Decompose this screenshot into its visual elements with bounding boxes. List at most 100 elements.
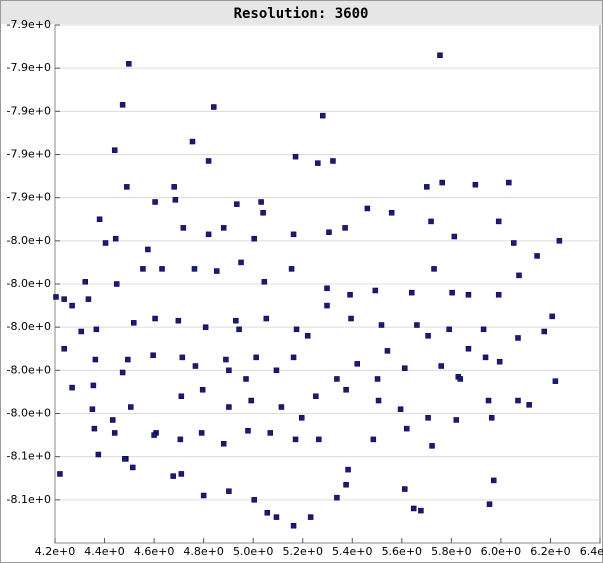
point [220, 225, 227, 231]
point [425, 415, 431, 421]
point [189, 138, 196, 145]
point [78, 328, 85, 335]
point [472, 181, 479, 188]
point [119, 102, 126, 108]
x-tick-label: 4.2e+0 [35, 545, 75, 558]
point [342, 225, 348, 231]
point [549, 313, 555, 320]
point [288, 266, 295, 272]
point [211, 104, 217, 110]
point [223, 356, 229, 363]
point [267, 430, 274, 436]
point [119, 369, 126, 376]
point [145, 246, 151, 253]
point [453, 417, 460, 423]
point [140, 266, 146, 272]
point [258, 199, 264, 205]
point [159, 266, 165, 272]
point [200, 492, 207, 499]
point [556, 238, 563, 244]
point [324, 302, 330, 309]
point [429, 443, 435, 449]
point [251, 235, 257, 242]
point [431, 266, 437, 272]
point [273, 367, 280, 374]
point [126, 61, 132, 67]
x-tick-label: 5.8e+0 [431, 545, 471, 558]
point [226, 488, 232, 494]
x-tick-label: 4.8e+0 [183, 545, 223, 558]
point [372, 287, 379, 294]
point [343, 387, 349, 393]
point [490, 477, 497, 484]
point [526, 402, 532, 408]
point [330, 158, 336, 164]
point [82, 279, 88, 285]
point [370, 436, 377, 443]
point [552, 378, 559, 384]
y-tick-label: -7.9e+0 [7, 104, 51, 117]
point [292, 153, 299, 160]
point [320, 112, 326, 119]
point [261, 279, 268, 285]
point [245, 428, 251, 434]
point [85, 296, 92, 302]
point [150, 352, 156, 358]
point [402, 365, 408, 371]
point [61, 296, 67, 302]
point [324, 285, 330, 292]
point [290, 522, 297, 529]
y-tick-label: -8.0e+0 [7, 277, 51, 290]
point [172, 197, 179, 203]
point [326, 229, 332, 235]
point [96, 216, 103, 222]
y-tick-label: -7.9e+0 [7, 191, 51, 204]
point [348, 315, 354, 322]
point [515, 397, 521, 404]
point [486, 501, 493, 507]
point [397, 406, 404, 412]
point [273, 514, 280, 520]
point [290, 354, 297, 361]
x-tick-label: 5.6e+0 [382, 545, 422, 558]
point [111, 147, 118, 153]
point [290, 231, 297, 238]
x-tick-label: 6.2e+0 [530, 545, 570, 558]
point [402, 486, 408, 492]
point [457, 376, 464, 382]
point [347, 292, 353, 298]
point [226, 404, 232, 410]
title-bar [1, 1, 602, 24]
point [364, 205, 371, 212]
point [95, 451, 102, 458]
point [199, 387, 206, 393]
y-tick-label: -7.9e+0 [7, 148, 51, 161]
point [278, 404, 285, 410]
point [102, 240, 109, 246]
point [304, 333, 311, 339]
point [534, 253, 540, 259]
point [130, 464, 136, 471]
point [446, 326, 452, 333]
x-tick-label: 6.4e+0 [580, 545, 603, 558]
point [180, 225, 187, 231]
point [404, 425, 410, 432]
point [418, 507, 424, 514]
point [384, 348, 391, 354]
x-tick-label: 4.6e+0 [134, 545, 174, 558]
point [92, 356, 99, 363]
point [236, 326, 242, 333]
point [485, 397, 492, 404]
point [124, 184, 130, 190]
point [375, 397, 382, 404]
y-tick-label: -8.1e+0 [7, 450, 51, 463]
point [408, 289, 415, 296]
point [515, 335, 521, 341]
point [125, 356, 131, 363]
point [226, 367, 232, 374]
point [233, 317, 239, 324]
point [152, 315, 158, 322]
point [57, 471, 63, 477]
point [298, 415, 305, 421]
